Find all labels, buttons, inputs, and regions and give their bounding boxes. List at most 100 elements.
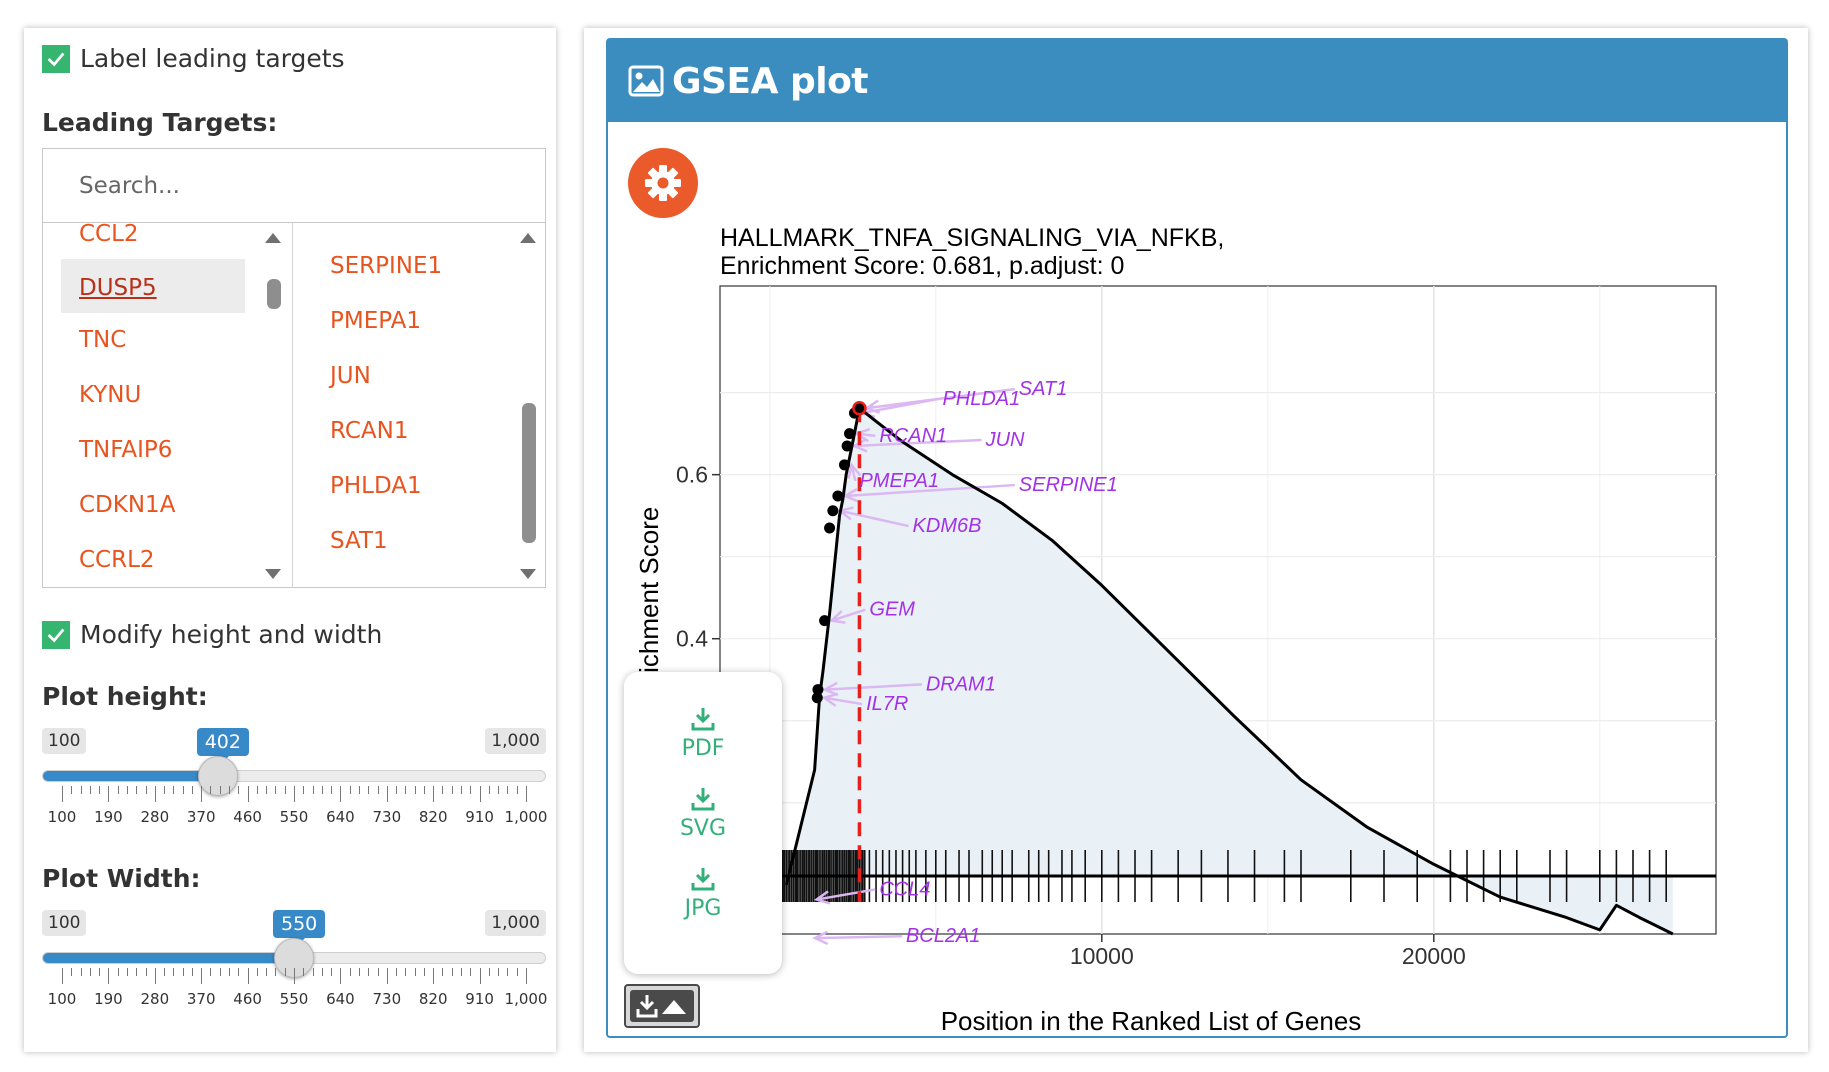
scroll-up-icon[interactable] [265, 233, 281, 243]
slider-tick [340, 786, 342, 802]
slider-tick-label: 100 [47, 808, 77, 826]
slider-tick [461, 786, 463, 794]
slider-tick [386, 786, 388, 802]
leading-gene-point [812, 684, 824, 696]
label-arrow [816, 888, 876, 901]
list-item[interactable]: JUN [330, 363, 371, 389]
scroll-down-icon[interactable] [265, 569, 281, 579]
slider-track[interactable] [42, 770, 546, 782]
slider-tick [294, 968, 295, 984]
slider-tick [108, 968, 110, 984]
gene-label: GEM [869, 599, 915, 621]
list-item-selected[interactable]: DUSP5 [61, 259, 245, 313]
scroll-up-icon[interactable] [520, 233, 536, 243]
slider-tick [312, 786, 314, 794]
slider-tick-label: 370 [186, 990, 216, 1008]
list-item[interactable]: RCAN1 [330, 418, 409, 444]
list-item[interactable]: SAT1 [330, 528, 388, 554]
x-tick-label: 20000 [1402, 943, 1466, 969]
download-jpg-label: JPG [684, 896, 722, 921]
slider-tick [71, 786, 73, 794]
slider-ticks [42, 968, 546, 986]
label-arrow-head [822, 681, 839, 697]
modify-size-checkbox[interactable] [42, 620, 70, 649]
plot-title: HALLMARK_TNFA_SIGNALING_VIA_NFKB, [720, 224, 1224, 252]
slider-tick [191, 786, 193, 794]
scrollbar-thumb[interactable] [267, 279, 281, 309]
slider-tick [303, 786, 305, 794]
scrollbar-thumb[interactable] [522, 403, 536, 543]
scroll-down-icon[interactable] [520, 569, 536, 579]
label-arrows [812, 387, 1015, 946]
slider-value-label: 550 [273, 910, 326, 944]
slider-tick [266, 786, 268, 794]
download-svg-button[interactable]: SVG [624, 786, 782, 841]
available-targets-list[interactable]: CCL2 DUSP5 TNC KYNU TNFAIP6 CDKN1A CCRL2 [43, 223, 293, 587]
slider-tick-label: 190 [94, 808, 123, 826]
slider-tick [479, 786, 481, 802]
list-item[interactable]: CCRL2 [79, 547, 155, 573]
chosen-targets-list[interactable]: SERPINE1 PMEPA1 JUN RCAN1 PHLDA1 SAT1 [294, 223, 546, 587]
slider-tick-label: 280 [140, 808, 170, 826]
slider-tick [136, 968, 138, 976]
leading-gene-point [819, 615, 831, 627]
slider-tick [229, 786, 231, 794]
list-item[interactable]: CCL2 [79, 223, 139, 247]
label-targets-checkbox-row[interactable]: Label leading targets [42, 44, 345, 73]
slider-tick [284, 968, 286, 976]
leading-targets-search-input[interactable] [43, 149, 545, 223]
slider-tick [219, 968, 221, 976]
slider-tick [266, 968, 268, 976]
slider-tick [321, 786, 323, 794]
slider-tick [256, 968, 258, 976]
slider-tick [396, 786, 398, 794]
leading-targets-title: Leading Targets: [42, 108, 278, 137]
running-es-line [784, 406, 1674, 936]
slider-tick-label: 910 [465, 990, 494, 1008]
download-jpg-button[interactable]: JPG [624, 866, 782, 921]
modify-size-checkbox-row[interactable]: Modify height and width [42, 620, 382, 649]
slider-handle[interactable] [197, 756, 238, 796]
slider-tick-label: 1,000 [504, 990, 548, 1008]
slider-tick-label: 640 [326, 990, 355, 1008]
label-targets-checkbox[interactable] [42, 44, 70, 73]
list-item[interactable]: TNFAIP6 [79, 437, 173, 463]
label-arrow-head [853, 427, 871, 443]
slider-tick [368, 786, 370, 794]
slider-tick [256, 786, 258, 794]
slider-tick [498, 968, 500, 976]
gene-label: BCL2A1 [906, 925, 981, 947]
slider-tick-label: 640 [326, 808, 355, 826]
list-item[interactable]: CDKN1A [79, 492, 176, 518]
slider-tick-label: 820 [418, 808, 448, 826]
download-pdf-button[interactable]: PDF [624, 706, 782, 761]
download-toggle-button[interactable] [624, 984, 700, 1028]
slider-tick [479, 968, 481, 984]
plot-width-slider[interactable]: 100 1,000 550 100 190 280 370 460 550 640 730 82… [42, 910, 548, 1040]
slider-tick-label: 460 [233, 808, 262, 826]
slider-ticks [42, 786, 546, 804]
slider-tick [247, 968, 249, 984]
plot-subtitle: Enrichment Score: 0.681, p.adjust: 0 [720, 252, 1124, 280]
list-item[interactable]: KYNU [79, 382, 142, 408]
slider-tick [451, 968, 453, 976]
slider-tick [461, 968, 463, 976]
download-caret-icon [636, 995, 686, 1018]
slider-tick [442, 786, 444, 794]
plot-height-slider[interactable]: 100 1,000 402 100 190 280 370 460 550 640 730 82… [42, 728, 547, 858]
slider-tick [377, 786, 379, 794]
slider-tick [396, 968, 398, 976]
list-item[interactable]: SERPINE1 [330, 253, 443, 279]
slider-tick [108, 786, 110, 802]
list-item[interactable]: TNC [79, 327, 127, 353]
slider-tick-label: 730 [372, 990, 402, 1008]
settings-gear-button[interactable] [628, 148, 698, 218]
slider-tick [210, 968, 212, 976]
slider-tick [349, 968, 351, 976]
x-axis-label: Position in the Ranked List of Genes [941, 1006, 1362, 1036]
slider-tick [331, 786, 333, 794]
slider-tick [164, 968, 166, 976]
list-item[interactable]: PMEPA1 [330, 308, 422, 334]
list-item[interactable]: PHLDA1 [330, 473, 422, 499]
